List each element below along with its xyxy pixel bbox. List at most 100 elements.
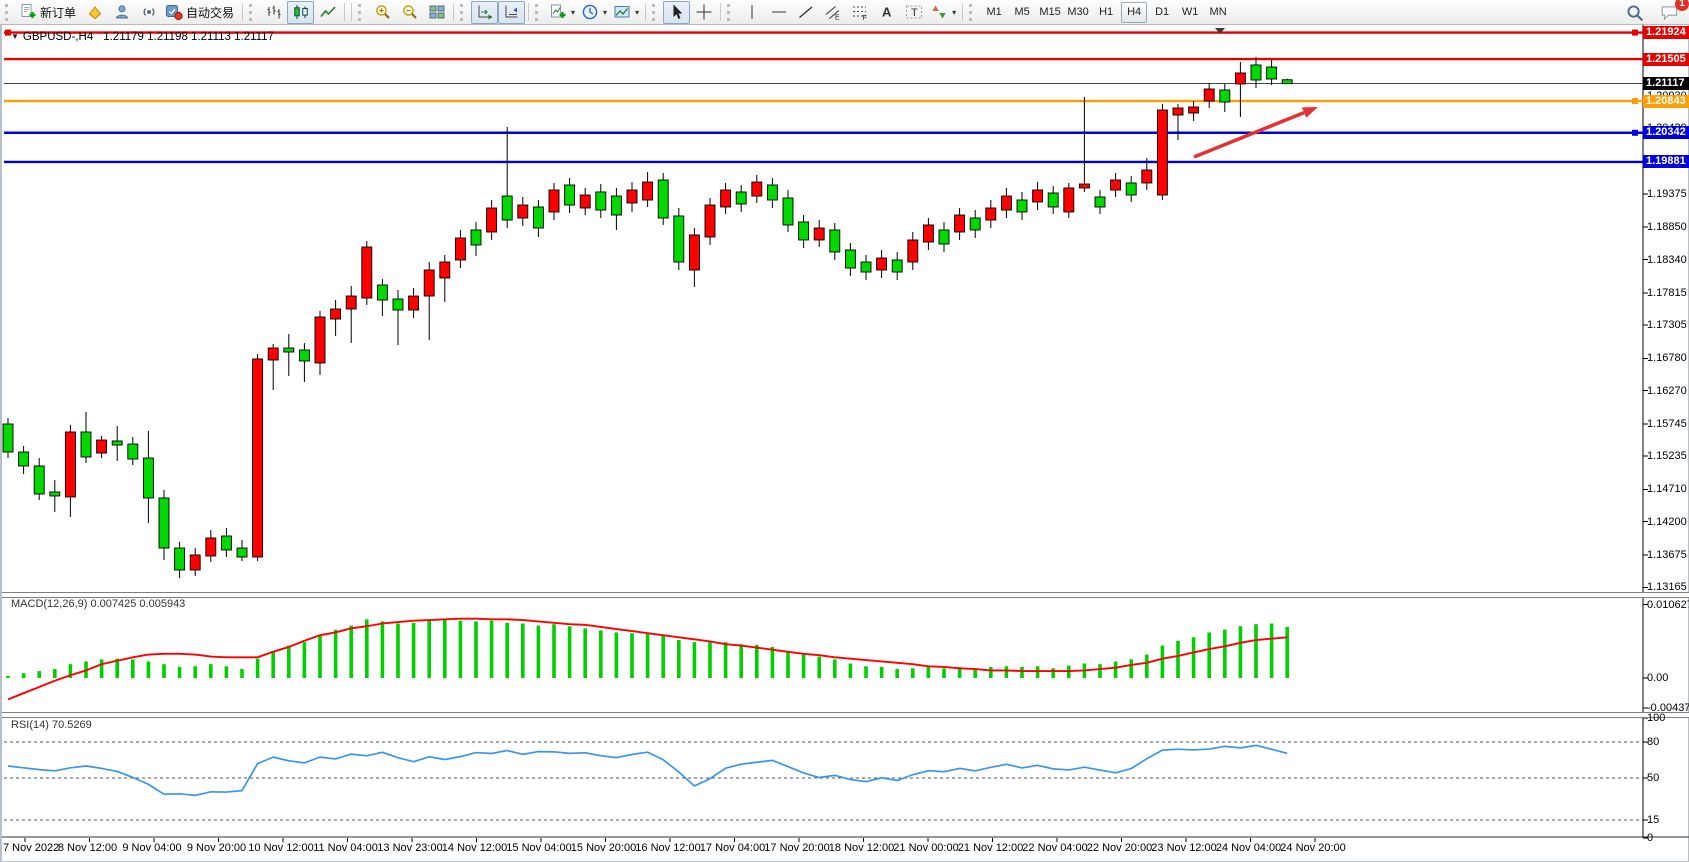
line-chart-button[interactable] (314, 1, 341, 24)
rsi-value: 70.5269 (51, 719, 92, 731)
line-handle[interactable] (5, 29, 11, 36)
time-tick-label: 11 Nov 04:00 (313, 842, 378, 854)
tf-m30-label: M30 (1067, 6, 1089, 18)
bar-chart-button[interactable] (260, 1, 287, 24)
signal-icon (140, 3, 158, 21)
tile-windows-button[interactable] (423, 1, 450, 24)
editor-button[interactable] (81, 1, 108, 24)
pane-separator-rsi[interactable] (2, 712, 1689, 718)
svg-text:A: A (882, 5, 892, 20)
autotrade-icon (165, 3, 183, 21)
time-tick-label: 10 Nov 12:00 (248, 842, 314, 854)
macd-title: MACD(12,26,9) (11, 598, 88, 610)
candlestick-series (2, 57, 1293, 578)
tf-d1[interactable]: D1 (1149, 2, 1175, 23)
tf-h1-label: H1 (1099, 6, 1114, 18)
trendline-button[interactable] (792, 1, 819, 24)
vertical-line-button[interactable] (738, 1, 765, 24)
hline-price-label: 1.19881 (1643, 155, 1689, 169)
tf-h1[interactable]: H1 (1093, 2, 1119, 23)
tf-h4[interactable]: H4 (1121, 1, 1148, 23)
zoom-out-button[interactable] (396, 1, 423, 24)
hline-icon (770, 3, 788, 21)
tf-w1[interactable]: W1 (1177, 2, 1203, 23)
line-handle[interactable] (1632, 98, 1638, 105)
time-tick-label: 18 Nov 12:00 (828, 842, 895, 854)
crosshair-icon (695, 3, 713, 21)
autotrade-button[interactable]: 自动交易 (162, 1, 239, 24)
trend-arrow[interactable] (1193, 110, 1305, 159)
tf-m1[interactable]: M1 (981, 2, 1007, 23)
crosshair-button[interactable] (690, 1, 717, 24)
toolbar-grip (969, 3, 976, 21)
tf-m1-label: M1 (986, 6, 1002, 18)
toolbar-separator (453, 3, 455, 21)
candlestick-button[interactable] (287, 0, 315, 24)
rsi-label: RSI(14) 70.5269 (11, 719, 92, 731)
trend-arrow-head[interactable] (1301, 107, 1318, 118)
editor-icon (86, 3, 104, 21)
search-button[interactable] (1621, 1, 1648, 24)
tf-h4-label: H4 (1127, 6, 1142, 18)
signal-button[interactable] (135, 1, 162, 24)
rsi-tick-label: 80 (1647, 736, 1660, 748)
tf-mn[interactable]: MN (1205, 2, 1231, 23)
toolbar-separator (962, 3, 964, 21)
tf-w1-label: W1 (1181, 6, 1199, 18)
chat-button[interactable]: 1 (1656, 0, 1689, 24)
fibonacci-button[interactable]: F (846, 1, 873, 24)
caret-down-icon: ▾ (635, 7, 640, 17)
macd-label: MACD(12,26,9) 0.007425 0.005943 (11, 598, 185, 610)
indicators-button[interactable]: ▾ (546, 1, 578, 24)
chart-window[interactable]: ▼ GBPUSD-,H4 1.21179 1.21198 1.21113 1.211… (0, 25, 1689, 862)
toolbar-grip (5, 3, 12, 21)
autoscroll-icon (476, 3, 494, 21)
svg-text:E: E (835, 15, 840, 22)
toolbar-separator (645, 3, 647, 21)
time-tick-label: 23 Nov 12:00 (1151, 842, 1217, 854)
price-tick-label: 1.15235 (1647, 450, 1687, 463)
trend-icon (797, 3, 815, 21)
templates-button[interactable]: ▾ (610, 1, 642, 24)
cursor-button[interactable] (663, 0, 691, 24)
zoom-in-button[interactable] (369, 1, 396, 24)
tf-m30[interactable]: M30 (1065, 2, 1091, 23)
tf-m5[interactable]: M5 (1009, 2, 1035, 23)
time-tick-label: 15 Nov 04:00 (506, 842, 572, 854)
time-tick-label: 21 Nov 00:00 (893, 842, 959, 854)
macd-tick-label: 0.00 (1647, 672, 1669, 684)
toolbar-grip (535, 3, 542, 21)
chart-shift-button[interactable] (498, 0, 526, 24)
toolbar-grip (460, 3, 467, 21)
channel-button[interactable]: E (819, 1, 846, 24)
rsi-indicator (4, 741, 1643, 821)
toolbar-grip (727, 3, 734, 21)
chartshift-icon (503, 3, 521, 21)
periods-button[interactable]: ▾ (578, 1, 610, 24)
line-handle[interactable] (1632, 129, 1638, 136)
rsi-tick-label: 100 (1647, 712, 1666, 724)
auto-scroll-button[interactable] (471, 0, 499, 24)
line-handle[interactable] (1632, 29, 1638, 36)
text-button[interactable]: A (873, 1, 900, 24)
arrows-button[interactable]: ▾ (927, 1, 959, 24)
horizontal-line-objects (4, 31, 1643, 164)
new-order-button[interactable]: 新订单 (16, 1, 81, 24)
notification-badge: 1 (1675, 0, 1689, 11)
candles-icon (292, 3, 310, 21)
text-label-button[interactable]: T (900, 1, 927, 24)
horizontal-line-button[interactable] (765, 1, 792, 24)
linechart-icon (319, 3, 337, 21)
profile-button[interactable] (108, 1, 135, 24)
shift-marker-icon[interactable] (1215, 28, 1225, 34)
chevron-down-icon[interactable]: ▼ (11, 32, 19, 41)
rsi-tick-label: 50 (1647, 772, 1660, 784)
svg-text:F: F (862, 15, 866, 21)
time-tick-label: 22 Nov 20:00 (1086, 842, 1153, 854)
new-order-button-label: 新订单 (40, 5, 77, 20)
caret-down-icon: ▾ (571, 7, 576, 17)
tf-m15[interactable]: M15 (1037, 2, 1063, 23)
price-tick-label: 1.16270 (1647, 384, 1687, 397)
pane-separator-macd[interactable] (2, 592, 1689, 598)
price-tick-label: 1.15745 (1647, 417, 1687, 430)
